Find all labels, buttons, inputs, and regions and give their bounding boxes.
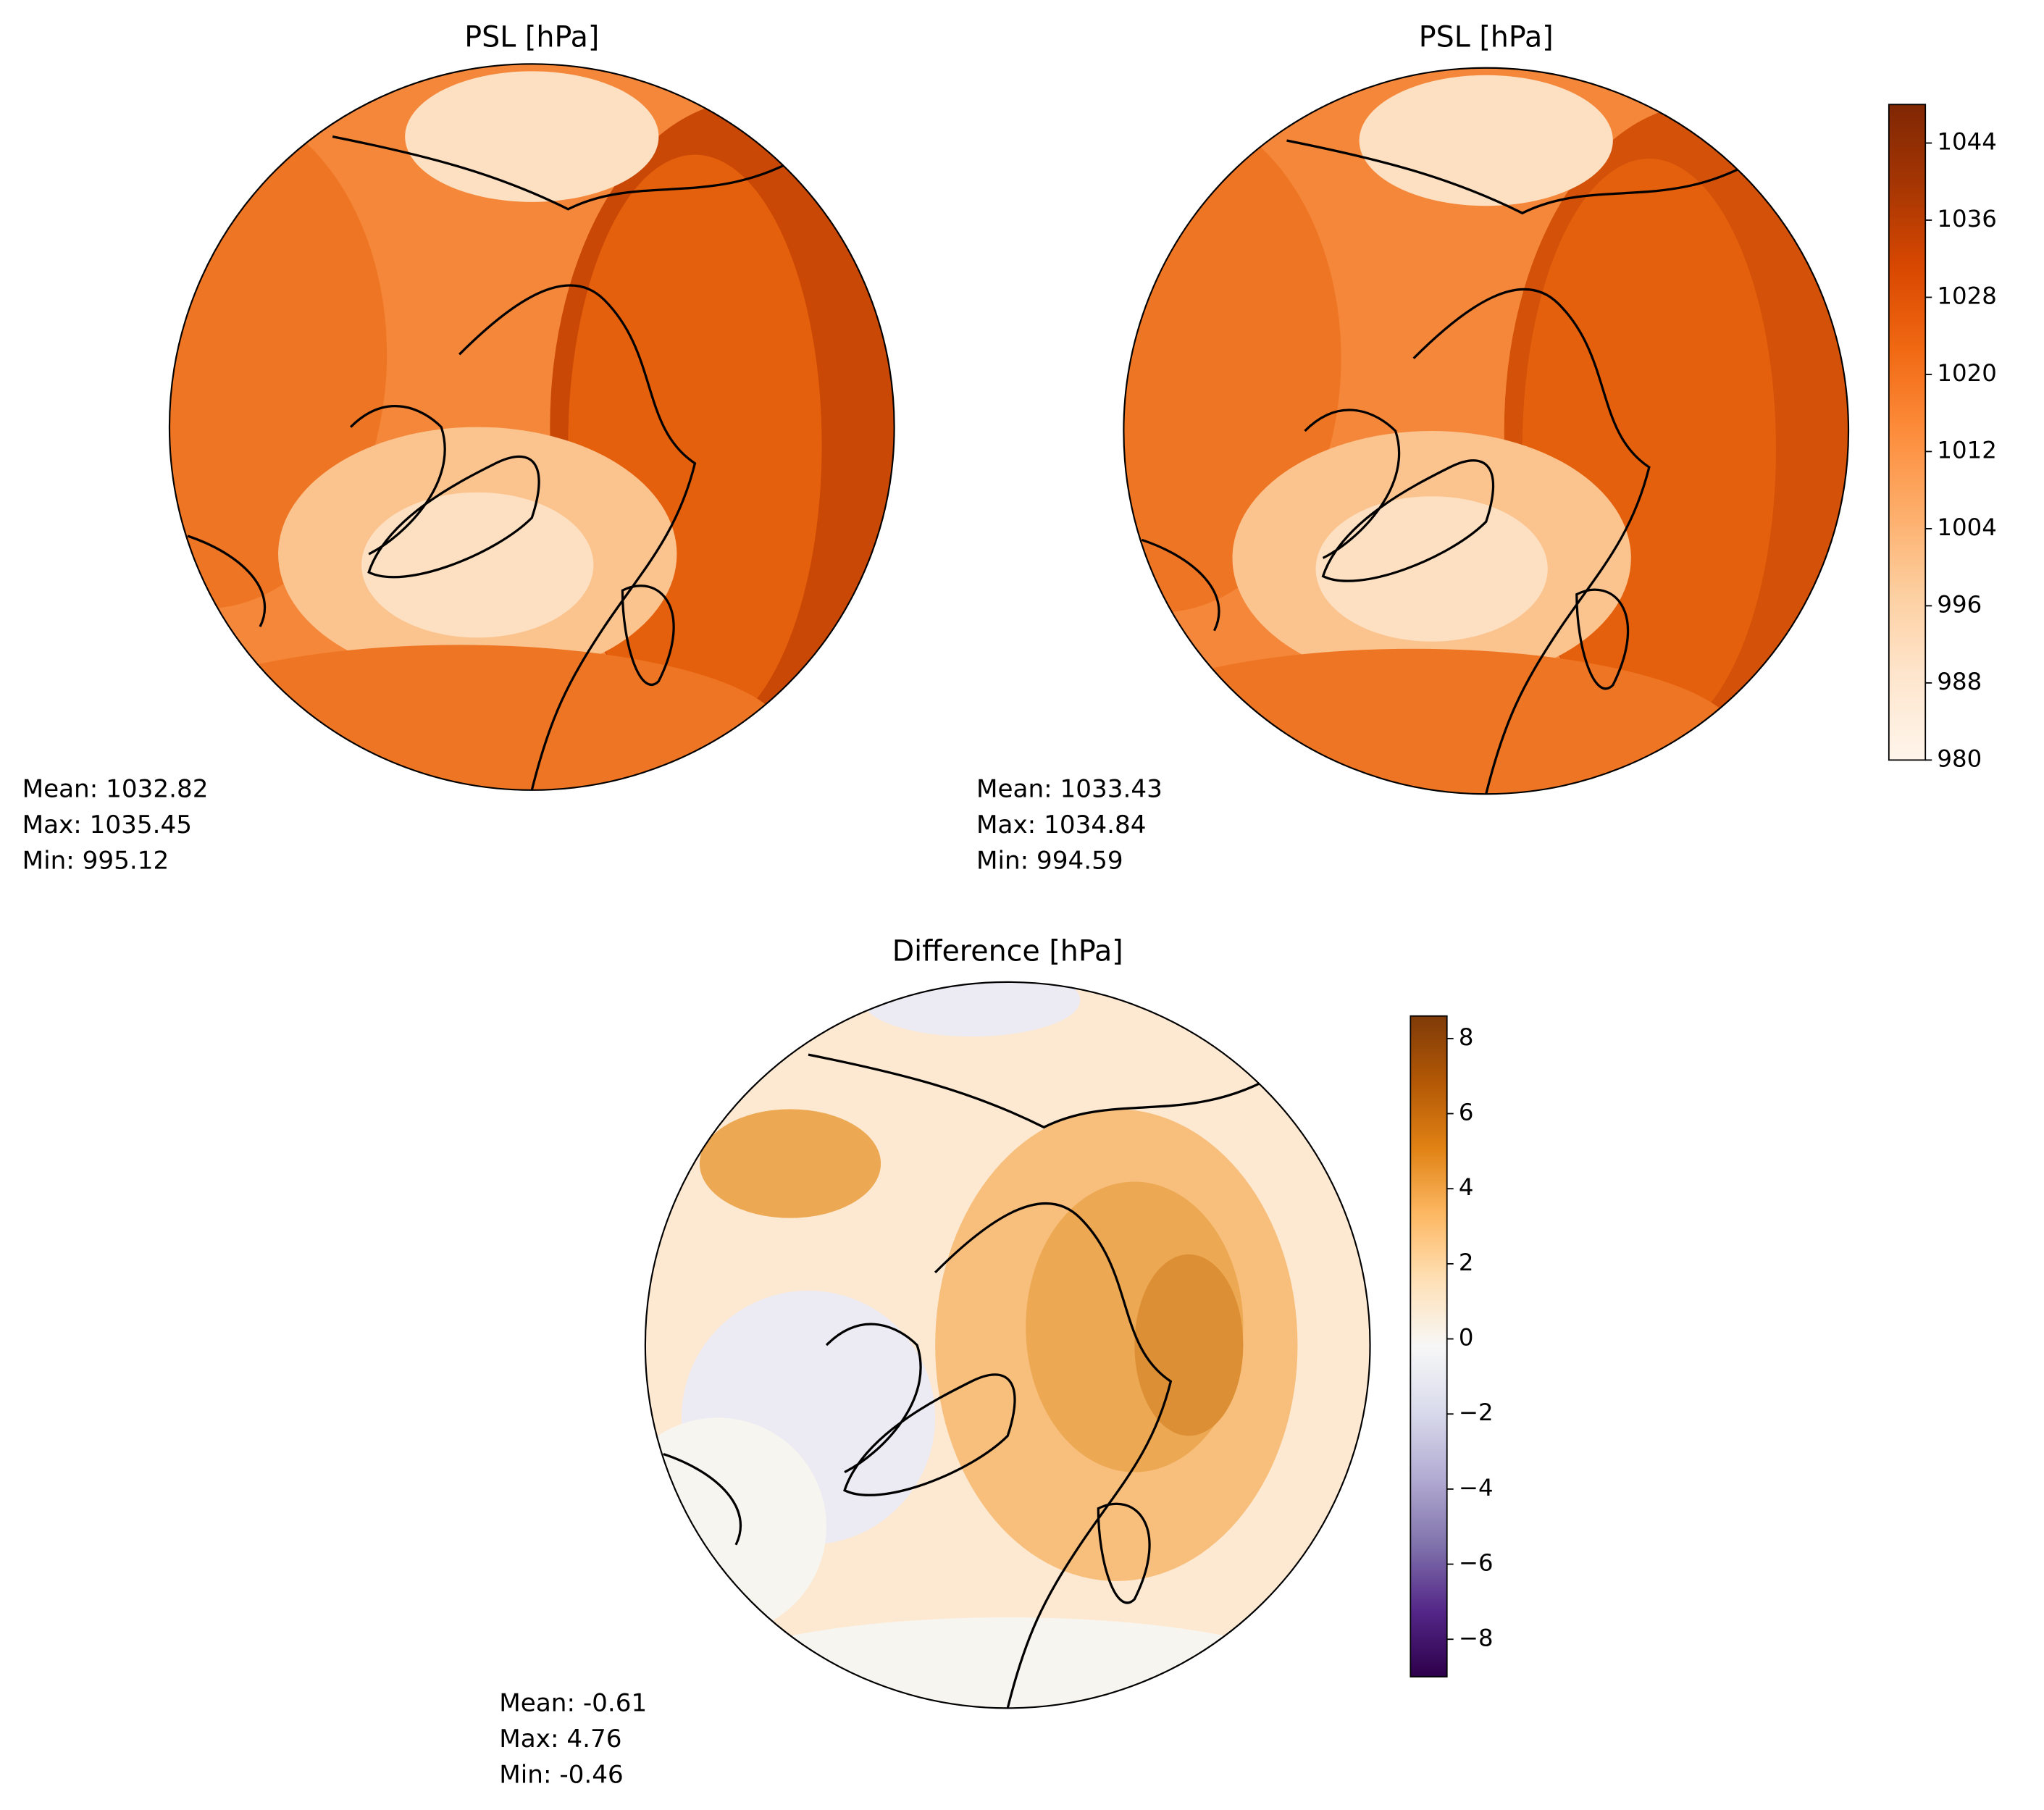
colorbar	[1410, 1015, 1448, 1677]
contour-region	[169, 100, 388, 609]
colorbar-tick-label: 2	[1459, 1249, 1474, 1276]
coastline	[1141, 139, 1759, 795]
colorbar-tick-label: 1012	[1937, 436, 1996, 464]
colorbar-tick-label: −4	[1459, 1474, 1494, 1501]
colorbar	[1888, 104, 1927, 761]
coastline	[663, 1053, 1281, 1709]
contour-region	[169, 645, 786, 790]
colorbar-tick-label: 1028	[1937, 282, 1996, 309]
colorbar-tick-label: −8	[1459, 1624, 1494, 1651]
colorbar-tick-label: 1020	[1937, 359, 1996, 387]
chart-title: Difference [hPa]	[892, 935, 1123, 968]
stat-label: Mean: -0.61	[499, 1688, 647, 1717]
map-field	[1123, 67, 1849, 795]
stat-label: Max: 1035.45	[22, 810, 192, 839]
stat-label: Max: 4.76	[499, 1725, 621, 1754]
colorbar-tick-label: 0	[1459, 1324, 1474, 1352]
map-boundary	[1123, 67, 1850, 795]
colorbar-tick-label: −6	[1459, 1549, 1494, 1577]
colorbar-tick-label: 6	[1459, 1099, 1474, 1126]
colorbar-tick-label: 996	[1937, 590, 1982, 618]
stat-label: Min: -0.46	[499, 1761, 624, 1790]
contour-region	[1123, 104, 1341, 613]
map-field	[169, 64, 895, 790]
stat-label: Min: 994.59	[976, 846, 1123, 875]
map-boundary	[644, 981, 1371, 1709]
contour-region	[1413, 104, 1559, 177]
stat-label: Mean: 1032.82	[22, 774, 209, 803]
stat-label: Max: 1034.84	[976, 810, 1146, 839]
colorbar-tick-label: 1004	[1937, 514, 1996, 541]
colorbar-tick-label: 980	[1937, 745, 1982, 772]
chart-title: PSL [hPa]	[464, 21, 599, 54]
colorbar-tick-label: 8	[1459, 1023, 1474, 1051]
contour-region	[1123, 648, 1740, 795]
colorbar-tick-label: 1044	[1937, 127, 1996, 155]
stat-label: Min: 995.12	[22, 846, 169, 875]
contour-region	[645, 1417, 827, 1636]
contour-region	[361, 492, 594, 638]
colorbar-tick-label: 1036	[1937, 205, 1996, 232]
contour-region	[699, 1109, 881, 1218]
stat-label: Mean: 1033.43	[976, 774, 1163, 803]
map-boundary	[168, 63, 895, 791]
colorbar-tick-label: −2	[1459, 1399, 1494, 1426]
contour-region	[681, 1617, 1334, 1709]
chart-title: PSL [hPa]	[1419, 21, 1554, 54]
contour-region	[1134, 1254, 1244, 1436]
colorbar-tick-label: 4	[1459, 1173, 1474, 1201]
map-field	[645, 981, 1370, 1709]
contour-region	[1315, 496, 1548, 642]
coastline	[187, 135, 805, 790]
contour-region	[459, 100, 605, 173]
colorbar-tick-label: 988	[1937, 668, 1982, 695]
